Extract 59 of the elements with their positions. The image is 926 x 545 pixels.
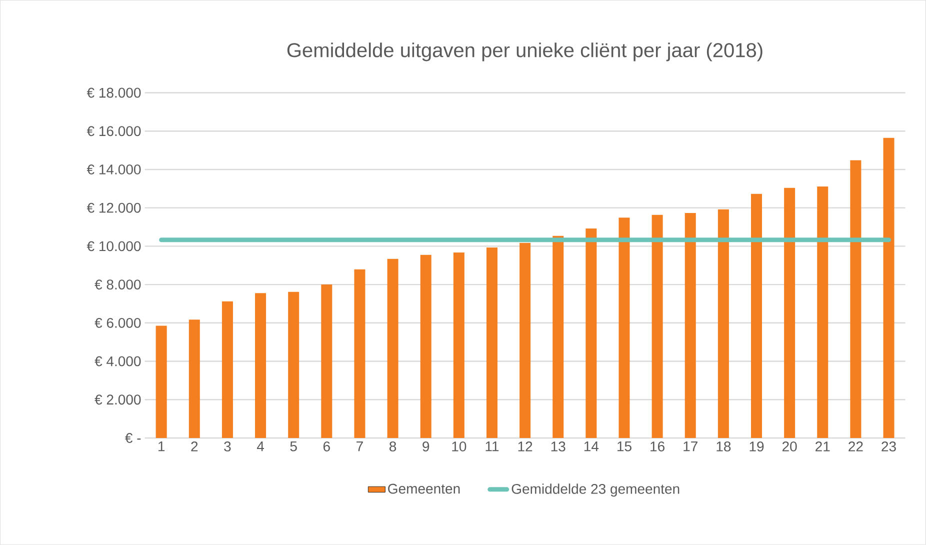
legend-label: Gemiddelde 23 gemeenten (512, 484, 680, 497)
x-tick-label: 19 (750, 442, 764, 452)
bar (255, 293, 266, 438)
chart-title: Gemiddelde uitgaven per unieke cliënt per jaar (2018) (287, 42, 762, 62)
bar (354, 270, 366, 438)
bar (156, 326, 167, 438)
x-tick-label: 4 (256, 442, 264, 452)
x-tick-label: 22 (848, 442, 863, 452)
y-tick-label: € 14.000 (86, 164, 141, 175)
x-tick-label: 12 (518, 442, 532, 452)
bar (222, 302, 233, 438)
y-tick-label: € 10.000 (86, 241, 141, 252)
x-tick-label: 20 (782, 442, 797, 452)
x-tick-label: 14 (584, 442, 599, 452)
x-tick-label: 18 (716, 442, 731, 452)
x-tick-label: 15 (618, 442, 632, 452)
bar (420, 254, 432, 438)
bar (850, 160, 862, 438)
bar (586, 228, 597, 438)
y-tick-label: € 8.000 (94, 280, 141, 290)
x-tick-label: 7 (356, 442, 363, 452)
x-tick-label: 3 (224, 442, 231, 452)
x-tick-label: 6 (323, 442, 330, 452)
bar (321, 284, 332, 438)
bar (288, 292, 300, 438)
bar (453, 252, 464, 438)
bar (883, 138, 894, 438)
bar (188, 320, 200, 438)
x-tick-label: 2 (191, 442, 198, 452)
y-tick-label: € 16.000 (86, 126, 141, 136)
bar (387, 258, 398, 438)
x-tick-label: 1 (158, 442, 165, 452)
x-tick-label: 11 (486, 442, 499, 452)
x-tick-label: 10 (452, 442, 466, 452)
bar (718, 209, 729, 438)
y-tick-label: € 18.000 (86, 88, 141, 98)
bar (652, 215, 663, 438)
bar (486, 248, 498, 438)
x-tick-label: 23 (882, 442, 896, 452)
legend-label: Gemeenten (388, 484, 460, 494)
x-tick-label: 9 (422, 442, 430, 452)
bar (618, 218, 630, 438)
x-tick-label: 13 (551, 442, 566, 452)
y-tick-label: € 4.000 (94, 356, 141, 366)
bar (520, 243, 531, 438)
y-tick-label: € - (125, 433, 141, 444)
bar (817, 186, 828, 438)
x-tick-label: 8 (390, 442, 396, 452)
x-tick-label: 5 (290, 442, 297, 452)
bar (552, 236, 564, 438)
bar (750, 194, 762, 438)
y-tick-label: € 2.000 (94, 394, 141, 405)
x-tick-label: 21 (816, 442, 830, 452)
x-tick-label: 16 (650, 442, 664, 452)
bar (784, 188, 796, 438)
y-tick-label: € 12.000 (86, 202, 141, 213)
bar (684, 213, 696, 438)
x-tick-label: 17 (684, 442, 698, 452)
y-tick-label: € 6.000 (94, 318, 141, 328)
